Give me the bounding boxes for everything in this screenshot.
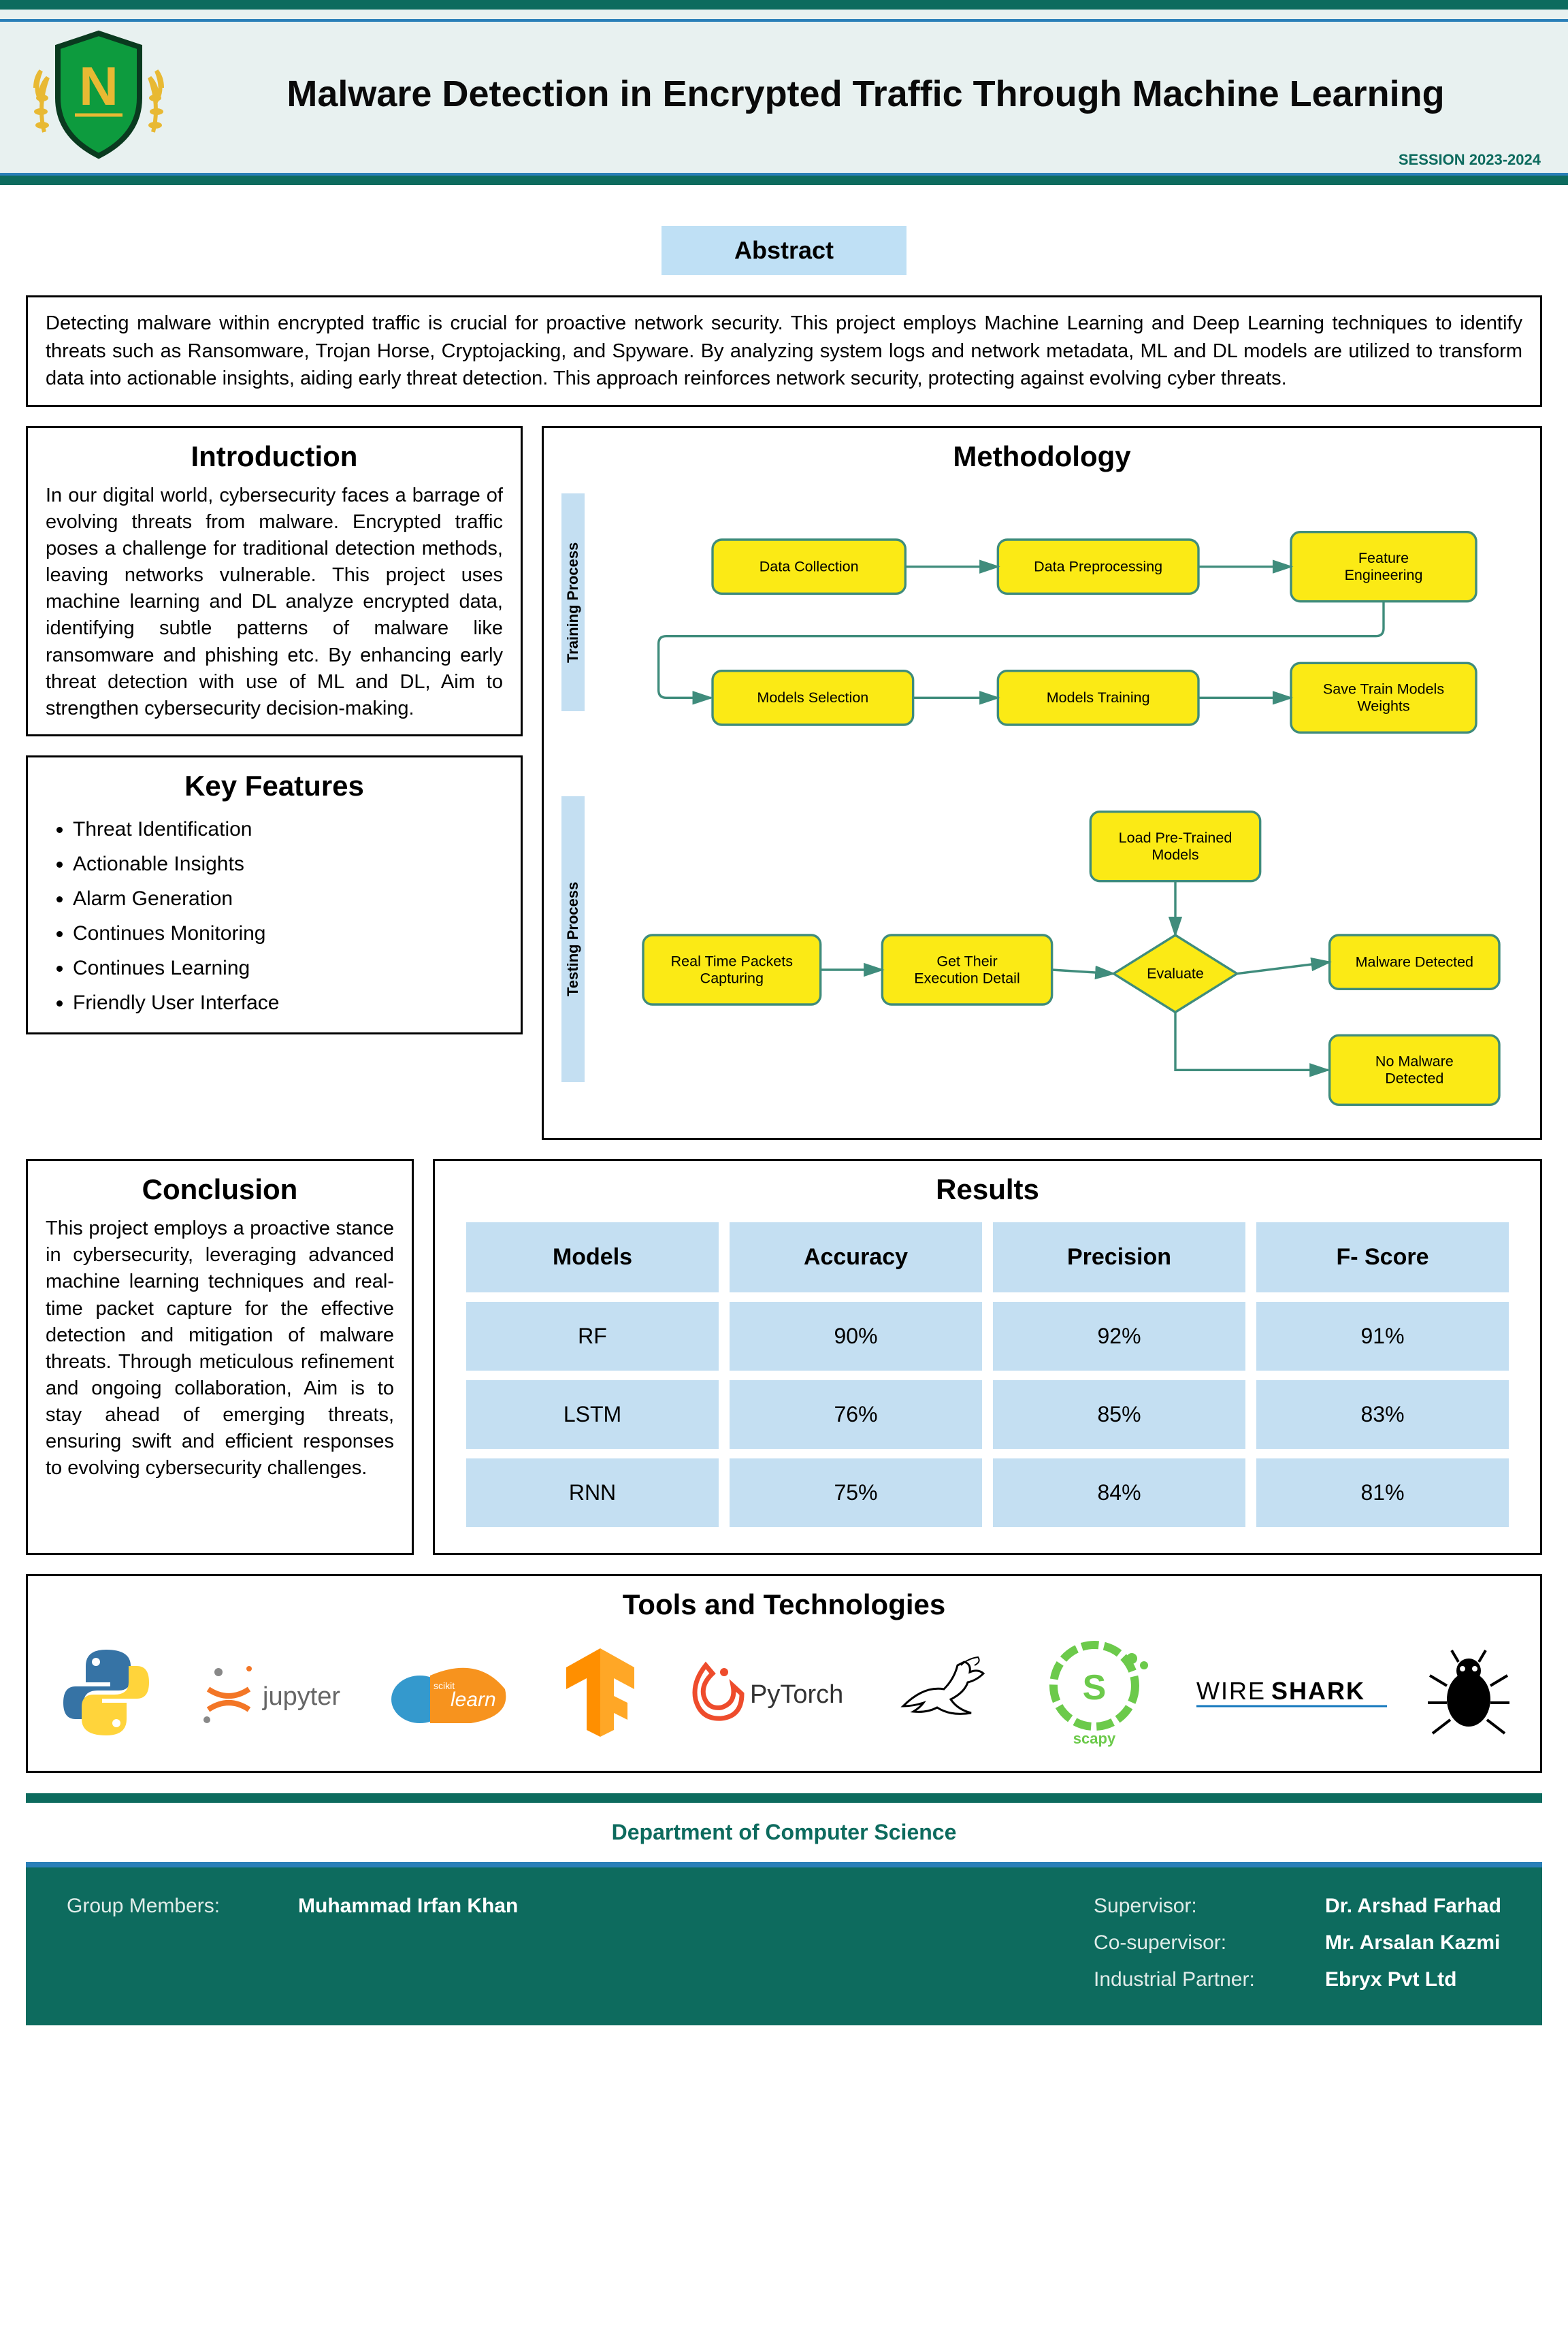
feature-item: Continues Monitoring — [73, 916, 503, 951]
footer: Group Members: Muhammad Irfan Khan Super… — [26, 1865, 1542, 2025]
svg-text:WIRE: WIRE — [1196, 1677, 1266, 1705]
content: Abstract Detecting malware within encryp… — [0, 185, 1568, 1773]
introduction-title: Introduction — [46, 440, 503, 473]
feature-item: Continues Learning — [73, 951, 503, 985]
table-cell: 83% — [1256, 1380, 1509, 1449]
tools-row: jupyter learnscikit PyTorch Sscapy WIRESHARK — [55, 1642, 1513, 1744]
results-title: Results — [453, 1173, 1522, 1206]
features-box: Key Features Threat IdentificationAction… — [26, 755, 523, 1034]
poster-header: N Malware Detection in Encrypted Traffic… — [0, 0, 1568, 173]
row-conclusion-results: Conclusion This project employs a proact… — [26, 1159, 1542, 1555]
logo: N — [27, 23, 170, 166]
abstract-text: Detecting malware within encrypted traff… — [46, 310, 1522, 393]
footer-left: Group Members: Muhammad Irfan Khan — [67, 1895, 518, 1991]
feature-item: Friendly User Interface — [73, 985, 503, 1020]
page-title: Malware Detection in Encrypted Traffic T… — [191, 61, 1541, 129]
table-cell: 91% — [1256, 1302, 1509, 1371]
introduction-box: Introduction In our digital world, cyber… — [26, 426, 523, 736]
svg-text:Models Selection: Models Selection — [757, 689, 868, 706]
cosupervisor-label: Co-supervisor: — [1094, 1931, 1284, 1955]
group-member-name: Muhammad Irfan Khan — [298, 1895, 518, 1918]
greenbar — [0, 176, 1568, 185]
table-cell: RF — [466, 1302, 719, 1371]
scapy-icon: Sscapy — [1043, 1642, 1159, 1744]
results-box: Results ModelsAccuracyPrecisionF- Score R… — [433, 1159, 1542, 1555]
feature-item: Threat Identification — [73, 812, 503, 847]
wireshark-icon: WIRESHARK — [1196, 1642, 1387, 1744]
bird-icon — [889, 1642, 1005, 1744]
table-cell: 92% — [993, 1302, 1245, 1371]
table-cell: 76% — [730, 1380, 982, 1449]
conclusion-box: Conclusion This project employs a proact… — [26, 1159, 414, 1555]
jupyter-icon: jupyter — [195, 1642, 344, 1744]
abstract-box: Detecting malware within encrypted traff… — [26, 295, 1542, 407]
features-title: Key Features — [46, 770, 503, 802]
table-cell: 90% — [730, 1302, 982, 1371]
table-cell: RNN — [466, 1458, 719, 1527]
svg-text:PyTorch: PyTorch — [750, 1680, 843, 1709]
table-header: F- Score — [1256, 1222, 1509, 1292]
left-column: Introduction In our digital world, cyber… — [26, 426, 523, 1140]
svg-text:scikit: scikit — [434, 1680, 455, 1691]
sklearn-icon: learnscikit — [382, 1642, 519, 1744]
footer-right: Supervisor: Dr. Arshad Farhad Co-supervi… — [1094, 1895, 1501, 1991]
svg-text:scapy: scapy — [1073, 1730, 1115, 1747]
table-header: Accuracy — [730, 1222, 982, 1292]
tools-title: Tools and Technologies — [55, 1588, 1513, 1621]
table-cell: 85% — [993, 1380, 1245, 1449]
table-cell: 84% — [993, 1458, 1245, 1527]
partner-name: Ebryx Pvt Ltd — [1325, 1968, 1456, 1991]
tensorflow-icon — [556, 1642, 644, 1744]
testing-process-label: Testing Process — [561, 796, 585, 1082]
abstract-label: Abstract — [662, 226, 906, 275]
table-header: Precision — [993, 1222, 1245, 1292]
pytorch-icon: PyTorch — [682, 1642, 852, 1744]
svg-text:SHARK: SHARK — [1271, 1677, 1365, 1705]
supervisor-label: Supervisor: — [1094, 1895, 1284, 1918]
svg-text:jupyter: jupyter — [262, 1682, 340, 1711]
testing-flowchart: Load Pre-TrainedModelsReal Time PacketsC… — [597, 796, 1522, 1120]
svg-text:Malware Detected: Malware Detected — [1356, 954, 1473, 970]
results-table: ModelsAccuracyPrecisionF- Score RF90%92%9… — [453, 1215, 1522, 1541]
feature-item: Actionable Insights — [73, 847, 503, 881]
table-cell: LSTM — [466, 1380, 719, 1449]
table-cell: 81% — [1256, 1458, 1509, 1527]
row-intro-method: Introduction In our digital world, cyber… — [26, 426, 1542, 1140]
svg-text:N: N — [79, 56, 118, 116]
footer-separator — [26, 1793, 1542, 1803]
svg-text:Data Preprocessing: Data Preprocessing — [1034, 558, 1162, 574]
features-list: Threat IdentificationActionable Insights… — [46, 812, 503, 1020]
methodology-box: Methodology Training Process Data Collec… — [542, 426, 1542, 1140]
svg-text:Models Training: Models Training — [1047, 689, 1150, 706]
feature-item: Alarm Generation — [73, 881, 503, 916]
introduction-text: In our digital world, cybersecurity face… — [46, 483, 503, 722]
svg-text:S: S — [1082, 1668, 1106, 1708]
training-process-label: Training Process — [561, 493, 585, 711]
supervisor-name: Dr. Arshad Farhad — [1325, 1895, 1501, 1918]
table-cell: 75% — [730, 1458, 982, 1527]
department-label: Department of Computer Science — [0, 1803, 1568, 1862]
svg-text:Data Collection: Data Collection — [760, 558, 859, 574]
group-members-label: Group Members: — [67, 1895, 257, 1918]
session-label: SESSION 2023-2024 — [1399, 151, 1541, 169]
tools-box: Tools and Technologies jupyter learnsciki… — [26, 1574, 1542, 1773]
svg-text:learn: learn — [451, 1688, 496, 1711]
partner-label: Industrial Partner: — [1094, 1968, 1284, 1991]
header-blueline — [0, 19, 1568, 22]
table-header: Models — [466, 1222, 719, 1292]
svg-text:Evaluate: Evaluate — [1147, 966, 1204, 982]
bug-icon — [1424, 1642, 1513, 1744]
shield-logo-icon: N — [27, 23, 170, 166]
svg-text:No MalwareDetected: No MalwareDetected — [1375, 1054, 1454, 1087]
python-icon — [55, 1642, 157, 1744]
training-flowchart: Data CollectionData PreprocessingFeature… — [597, 493, 1522, 755]
methodology-title: Methodology — [561, 440, 1522, 473]
cosupervisor-name: Mr. Arsalan Kazmi — [1325, 1931, 1500, 1955]
conclusion-text: This project employs a proactive stance … — [46, 1215, 394, 1482]
conclusion-title: Conclusion — [46, 1173, 394, 1206]
